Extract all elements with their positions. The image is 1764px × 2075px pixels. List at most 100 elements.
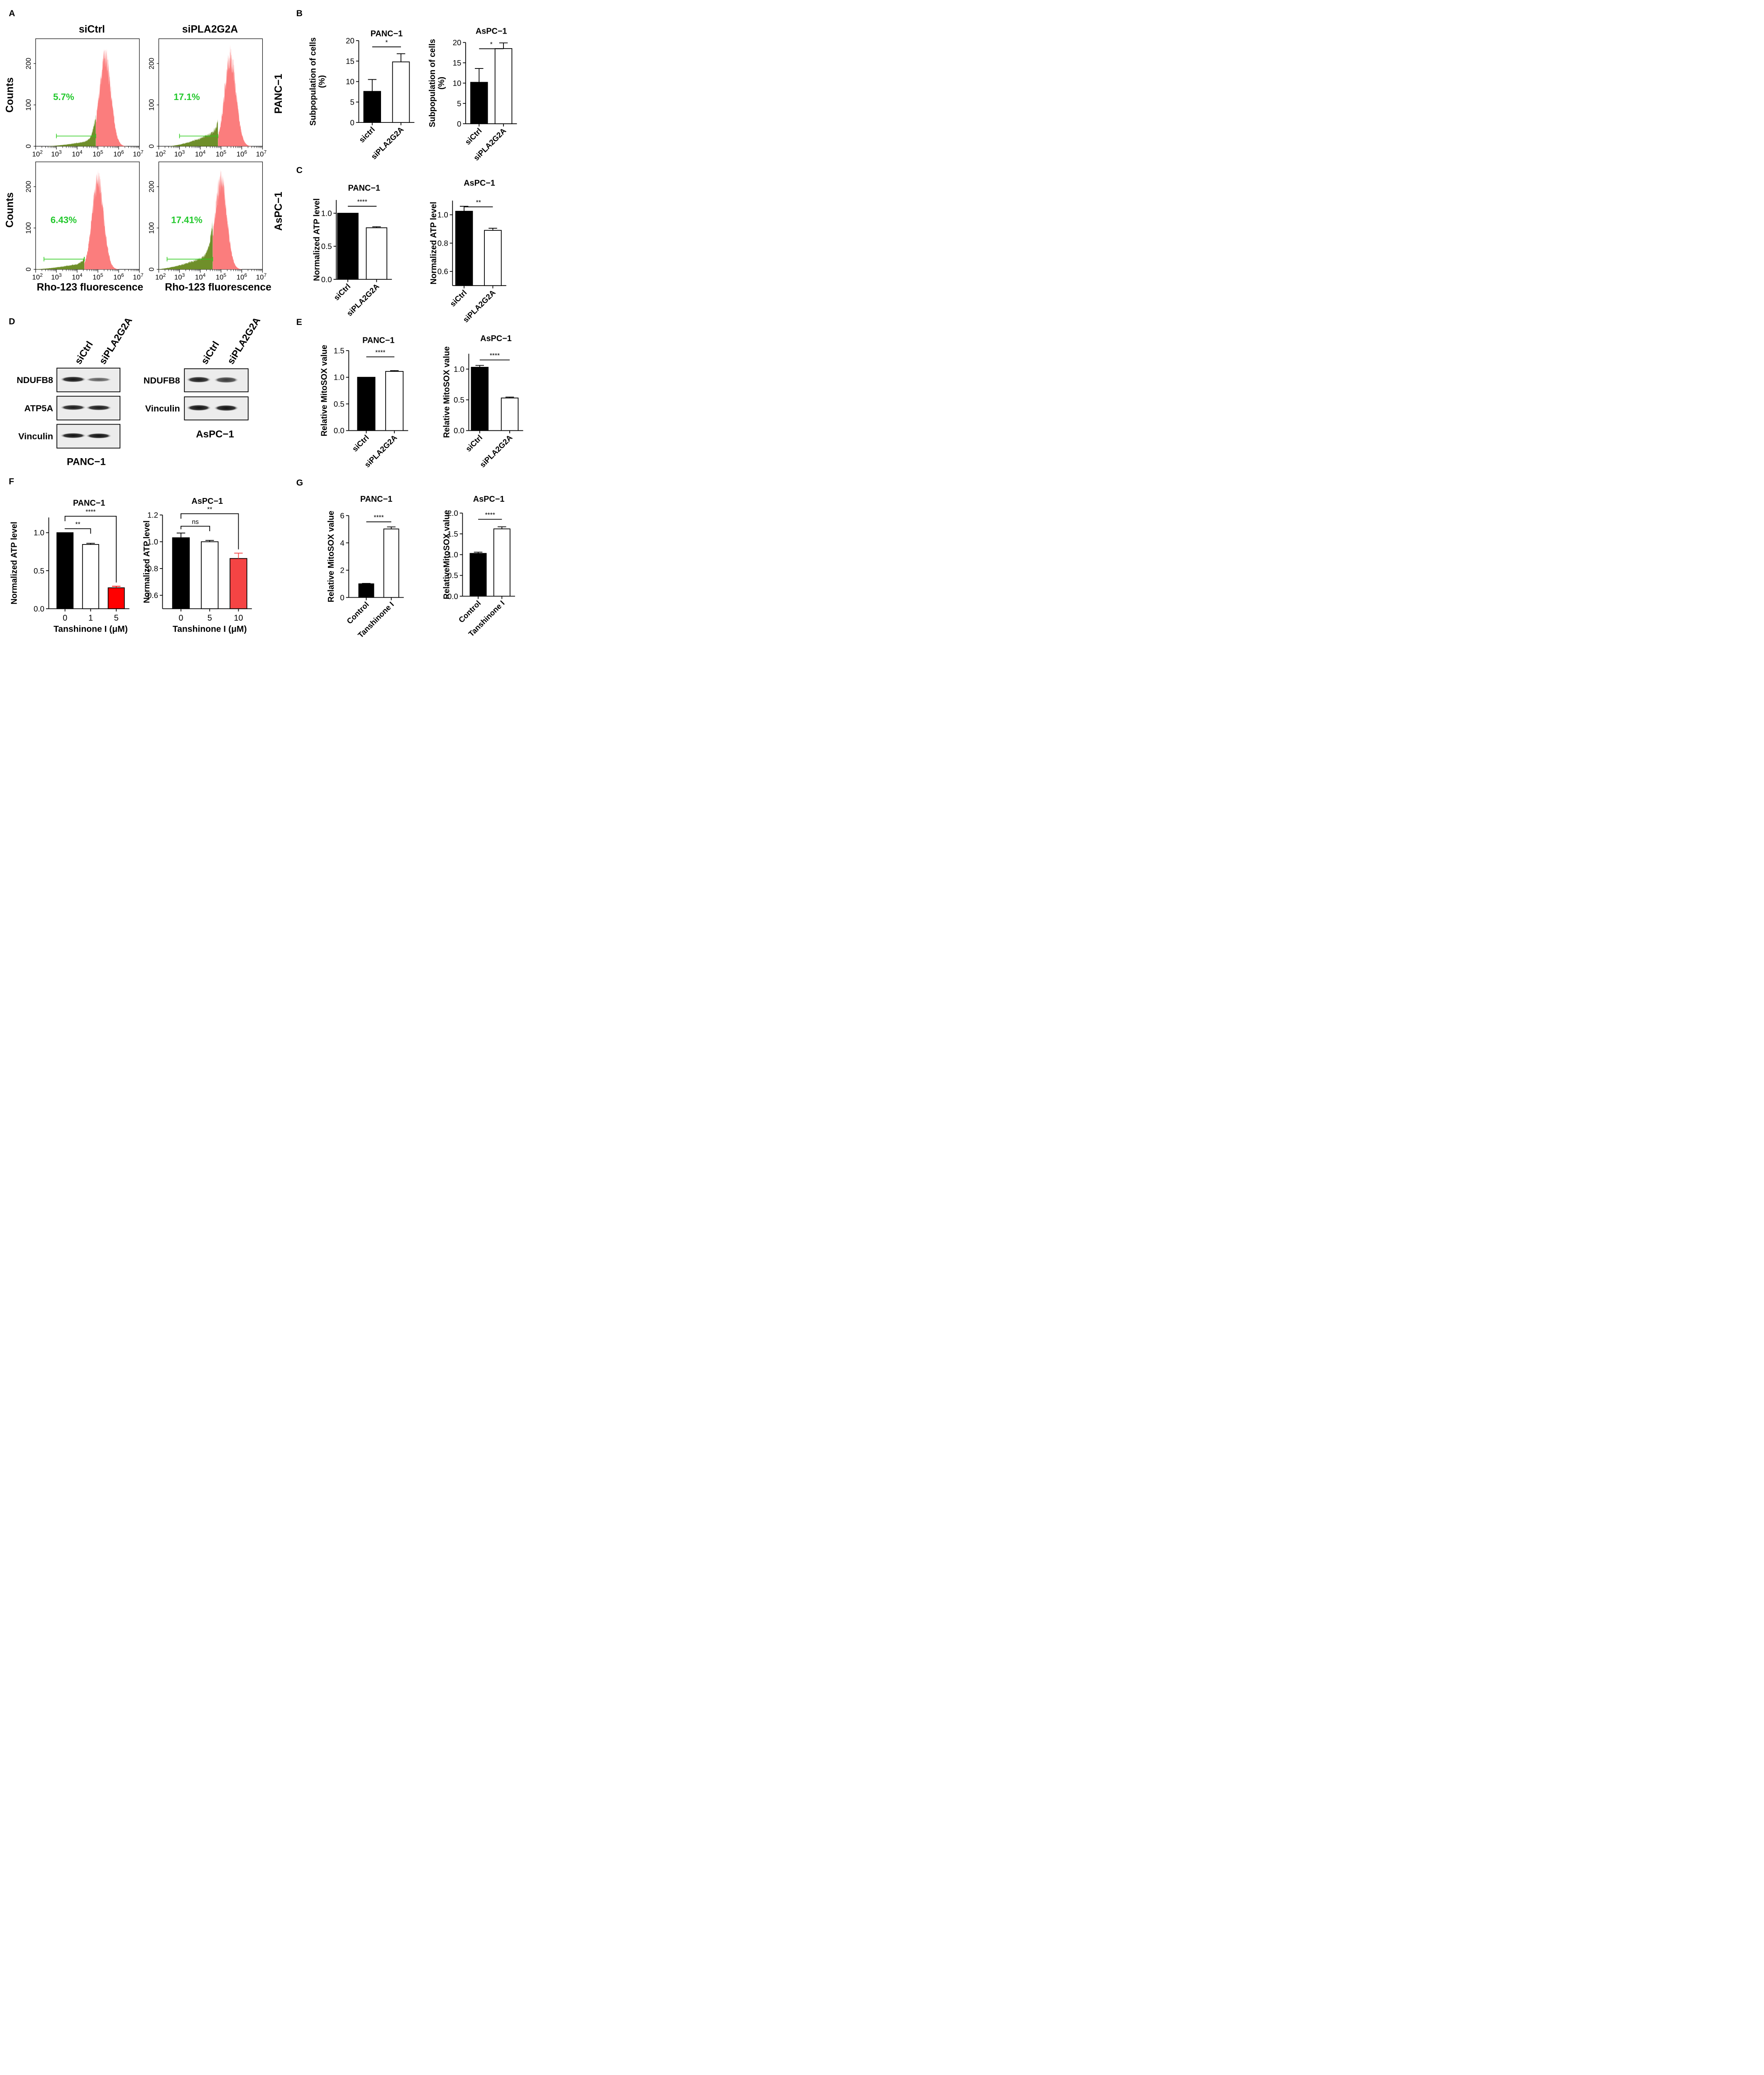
histogram-frame [35,38,140,146]
y-axis-label: Relative MitoSOX value [320,345,329,437]
y-axis-label: Subpopulation of cells [308,37,318,126]
panel-a-histograms: siCtrl siPLA2G2A PANC−1 AsPC−1 Counts Co… [5,24,285,293]
y-tick-label: 1.5 [447,530,458,538]
hist-row-title-aspc1: AsPC−1 [273,192,284,231]
significance-label: **** [490,352,500,359]
hist-ylabel-bottom: Counts [5,192,16,227]
blot-lane-label: siPLA2G2A [97,315,134,366]
chart-title: AsPC−1 [476,27,507,36]
category-label: siCtrl [332,282,352,302]
blot-aspc1: NDUFB8 Vinculin siCtrl siPLA2G2A AsPC−1 [144,315,262,440]
y-tick-label: 1.0 [34,528,44,537]
histogram-main-peak [96,49,139,146]
blot-band [86,377,112,382]
y-tick-label: 0.5 [334,400,344,408]
figure-stage: A B C D E F G siCtrl siPLA2G2A PANC−1 As… [0,0,531,654]
bar-1 [366,227,388,280]
x-tick-label: 103 [51,272,62,281]
y-tick-label: 1.0 [437,210,448,219]
blot-band [86,433,112,439]
hist-col-title-sipla2g2a: siPLA2G2A [182,24,238,35]
y-tick-label: 200 [24,58,32,69]
bar-0 [358,583,374,598]
x-tick-label: 104 [195,149,206,158]
x-tick-label: 104 [72,149,83,158]
category-label: 10 [234,613,243,622]
x-tick-label: 103 [174,149,185,158]
bar-chart-f1: 0.0 0.5 1.0 Normalized ATP level PANC−1 0 1 5 Ta… [10,498,129,634]
category-label: siCtrl [448,288,469,308]
blot-panc1: NDUFB8 ATP5A Vinculin siCtrl siPLA2G2A PANC−1 [17,315,134,468]
chart-title: PANC−1 [348,183,380,193]
bar-chart-b1: 0 5 10 15 20 Subpopulation of cells (%) PANC−1 s… [308,29,415,161]
blot-band [60,405,86,410]
x-tick-label: 104 [72,272,83,281]
y-tick-label: 0.5 [447,571,458,580]
blot-row-label: NDUFB8 [144,375,180,386]
x-tick-label: 107 [256,272,267,281]
y-tick-label: 10 [346,77,354,86]
x-tick-label: 106 [113,149,124,158]
bar-1 [493,528,511,597]
y-tick-label: 100 [24,99,32,111]
blot-row-label: ATP5A [24,403,54,413]
y-axis-label: (%) [437,77,446,90]
y-tick-label: 0.8 [437,239,448,247]
y-tick-label: 0 [340,593,344,602]
y-tick-label: 15 [346,57,354,66]
blot-band [214,405,239,411]
y-tick-label: 0.5 [34,566,44,575]
blot-lane-label: siCtrl [73,339,95,366]
histogram-frame [158,38,263,146]
histogram-main-peak [84,168,139,270]
bar-1 [385,371,404,431]
chart-title: AsPC−1 [473,495,505,504]
category-label: siPLA2G2A [478,433,514,469]
y-tick-label: 20 [346,37,354,45]
significance-label: * [385,39,388,46]
y-tick-label: 200 [147,58,155,69]
bar-1 [494,48,513,124]
histogram-gated-area [35,256,85,270]
x-tick-label: 106 [113,272,124,281]
y-tick-label: 200 [24,181,32,193]
y-axis-label: Relative MitoSOX value [327,511,336,603]
x-tick-label: 105 [216,149,227,158]
histogram-panel-2: 17.1% 0 100 200 102 103 104 105 106 107 [147,38,267,158]
gate-percent-label: 17.41% [171,215,203,225]
x-tick-label: 107 [256,149,267,158]
bar-1 [484,230,502,286]
blot-row-label: Vinculin [18,431,53,442]
gate-percent-label: 5.7% [53,92,74,102]
x-tick-label: 105 [216,272,227,281]
bar-0 [455,211,473,286]
y-tick-label: 0.0 [334,426,344,435]
x-tick-label: 102 [32,149,43,158]
histogram-panel-1: 5.7% 0 100 200 102 103 104 105 106 107 [24,38,144,158]
histogram-panel-3: 6.43% 0 100 200 102 103 104 105 106 107 [24,161,144,281]
x-tick-label: 107 [133,149,144,158]
panel-letter-d: D [9,317,15,327]
bar-1 [392,61,410,123]
y-tick-label: 15 [453,59,462,67]
x-tick-label: 103 [174,272,185,281]
category-label: siCtrl [464,433,484,454]
gate-percent-label: 6.43% [51,215,77,225]
panel-letter-f: F [9,477,14,486]
y-tick-label: 200 [147,181,155,193]
blot-band [60,376,86,383]
bar-2 [108,587,125,609]
bar-chart-e1: 0.0 0.5 1.0 1.5 Relative MitoSOX value PANC−1… [320,336,408,469]
gate-percent-label: 17.1% [173,92,200,102]
y-tick-label: 6 [340,511,344,520]
significance-label: **** [374,514,384,521]
y-axis-label: Normalized ATP level [429,202,438,284]
significance-bracket [181,526,210,532]
histogram-gated-area [159,119,218,146]
